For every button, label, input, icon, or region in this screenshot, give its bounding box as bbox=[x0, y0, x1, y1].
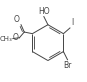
Text: Br: Br bbox=[63, 61, 72, 70]
Text: O: O bbox=[13, 15, 19, 24]
Text: I: I bbox=[71, 18, 73, 27]
Text: CH₃: CH₃ bbox=[0, 36, 12, 42]
Text: HO: HO bbox=[38, 7, 50, 16]
Text: O: O bbox=[13, 33, 19, 42]
